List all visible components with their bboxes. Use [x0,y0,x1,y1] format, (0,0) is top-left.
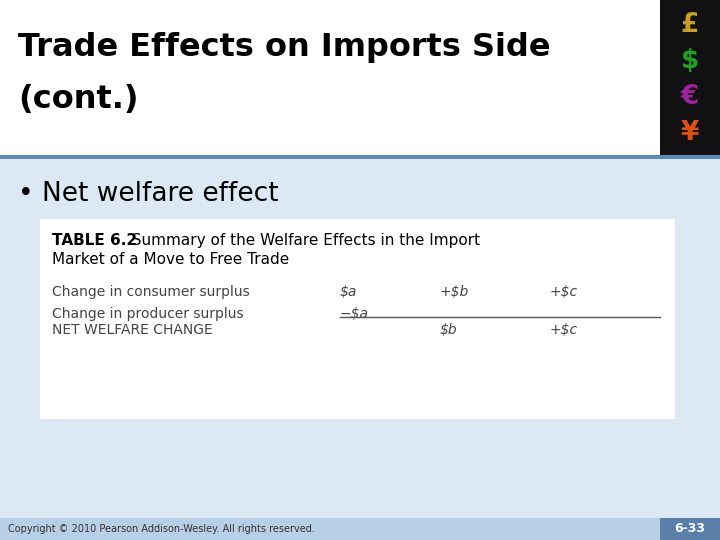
Bar [0,155,720,159]
Text: Change in consumer surplus: Change in consumer surplus [52,285,250,299]
Bar [40,219,675,419]
Text: $b: $b [440,323,458,337]
Text: 6-33: 6-33 [675,523,706,536]
Text: Summary of the Welfare Effects in the Import: Summary of the Welfare Effects in the Im… [122,233,480,248]
Text: $a: $a [340,285,357,299]
Text: $: $ [681,48,699,74]
Text: £: £ [681,12,699,38]
Text: +$b: +$b [440,285,469,299]
Bar [0,0,660,155]
Text: €: € [681,84,699,110]
Bar [0,159,720,540]
Text: NET WELFARE CHANGE: NET WELFARE CHANGE [52,323,212,337]
Text: Copyright © 2010 Pearson Addison-Wesley. All rights reserved.: Copyright © 2010 Pearson Addison-Wesley.… [8,524,315,534]
Bar [0,518,660,540]
Text: +$c: +$c [550,323,578,337]
Text: TABLE 6.2: TABLE 6.2 [52,233,137,248]
Text: Trade Effects on Imports Side: Trade Effects on Imports Side [18,32,551,63]
Text: ¥: ¥ [681,120,699,146]
Bar [660,0,720,155]
Text: −$a: −$a [340,307,369,321]
Text: • Net welfare effect: • Net welfare effect [18,181,279,207]
Text: Change in producer surplus: Change in producer surplus [52,307,243,321]
Text: (cont.): (cont.) [18,84,138,115]
Text: Market of a Move to Free Trade: Market of a Move to Free Trade [52,252,289,267]
Bar [660,518,720,540]
Text: +$c: +$c [550,285,578,299]
